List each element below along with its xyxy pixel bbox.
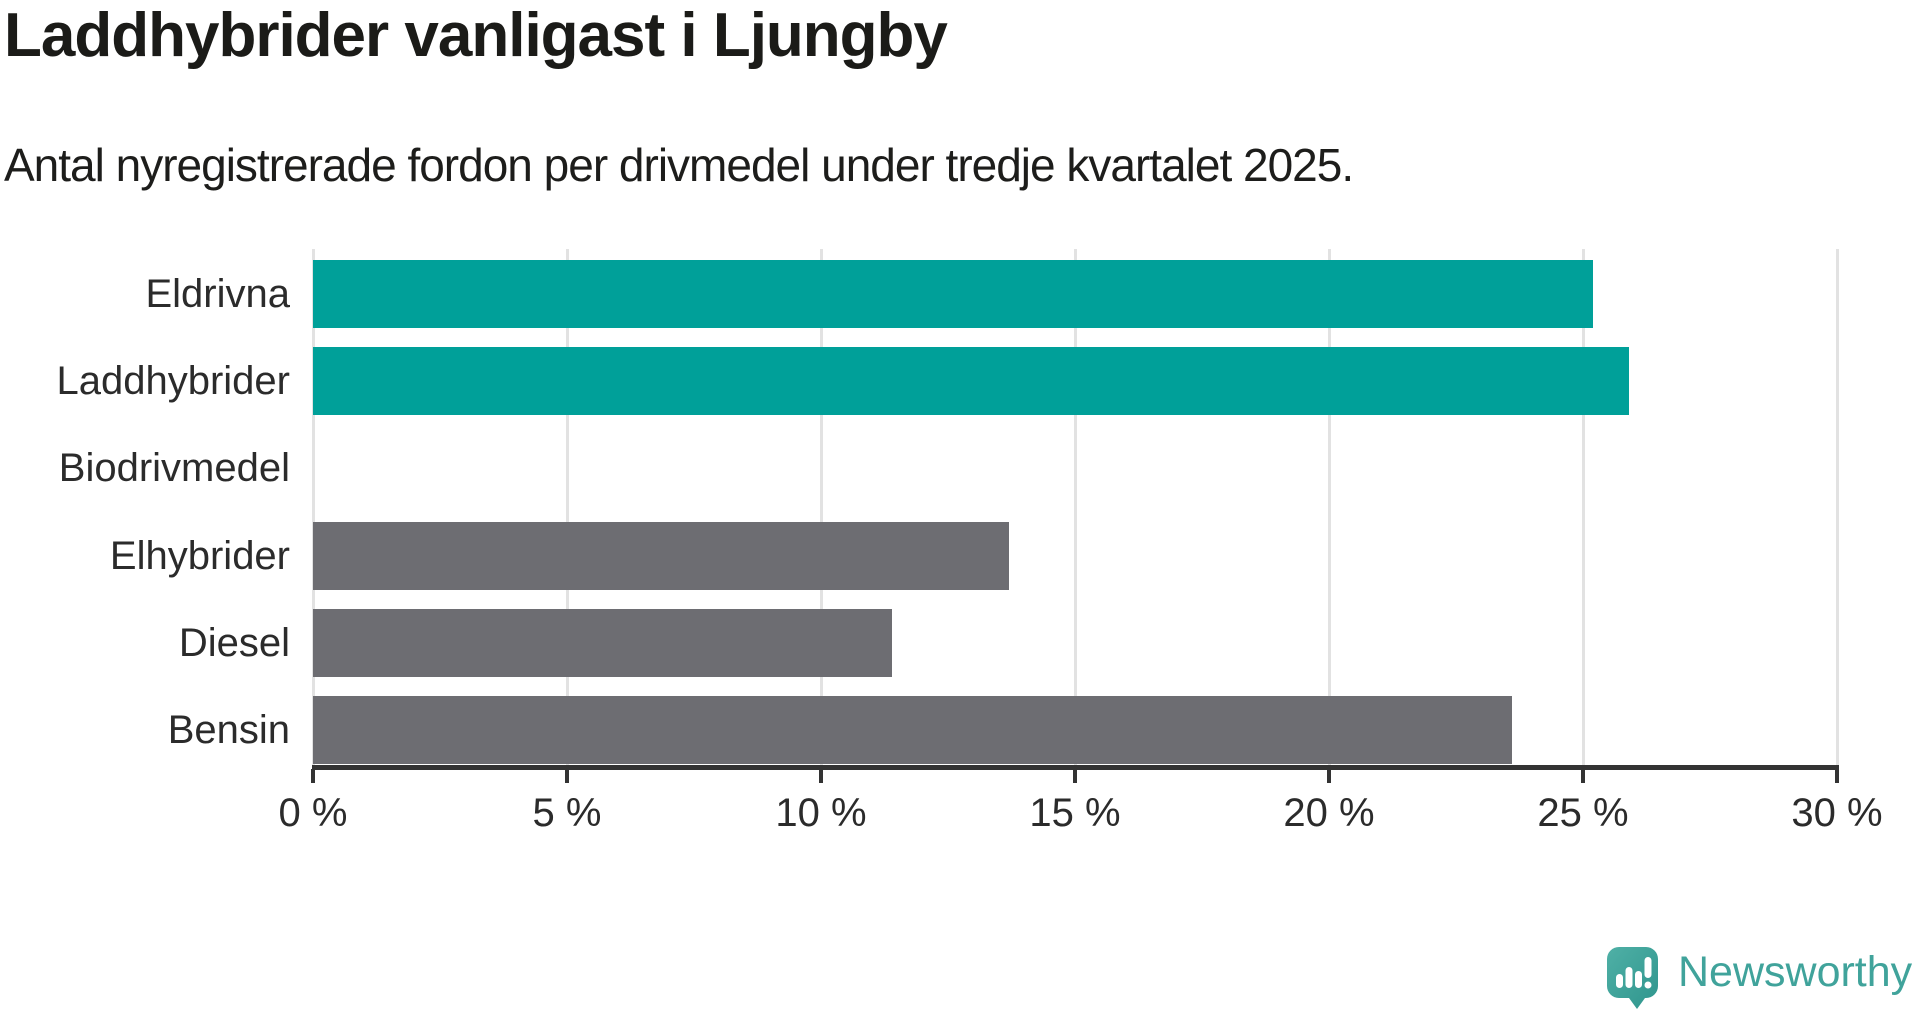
- x-axis-tick-30: [1835, 769, 1839, 783]
- branding: Newsworthy: [1607, 947, 1912, 1010]
- x-axis-tick-label-10: 10 %: [775, 791, 867, 835]
- brand-name: Newsworthy: [1678, 948, 1913, 996]
- x-axis-tick-label-20: 20 %: [1283, 791, 1375, 835]
- x-axis-tick-5: [565, 769, 569, 783]
- newsworthy-logo-icon: [1607, 947, 1658, 1009]
- x-axis: 0 % 5 % 10 % 15 % 20 % 25 % 30 %: [279, 765, 1883, 845]
- x-axis-tick-25: [1581, 769, 1585, 783]
- category-label-eldrivna: Eldrivna: [145, 272, 290, 316]
- bar-elhybrider: [313, 521, 1009, 590]
- gridline-5: [566, 249, 569, 765]
- category-label-bensin: Bensin: [167, 708, 290, 752]
- x-axis-tick-label-30: 30 %: [1791, 791, 1883, 835]
- x-axis-tick-10: [819, 769, 823, 783]
- x-axis-tick-20: [1327, 769, 1331, 783]
- x-axis-tick-label-15: 15 %: [1029, 791, 1121, 835]
- x-axis-tick-15: [1073, 769, 1077, 783]
- gridline-10: [820, 249, 823, 765]
- x-axis-tick-label-25: 25 %: [1537, 791, 1629, 835]
- gridline-0: [312, 249, 315, 765]
- gridline-15: [1074, 249, 1077, 765]
- plot-area: [312, 249, 1839, 765]
- bar-laddhybrider: [313, 347, 1629, 416]
- x-axis-line: [312, 765, 1839, 770]
- x-axis-tick-label-5: 5 %: [532, 791, 602, 835]
- chart-title: Laddhybrider vanligast i Ljungby: [4, 1, 948, 70]
- chart-subtitle: Antal nyregistrerade fordon per drivmede…: [4, 139, 1354, 191]
- x-axis-tick-0: [311, 769, 315, 783]
- gridline-20: [1328, 249, 1331, 765]
- gridline-30: [1836, 249, 1839, 765]
- y-axis-category-labels: Eldrivna Laddhybrider Biodrivmedel Elhybrid…: [0, 249, 291, 765]
- category-label-laddhybrider: Laddhybrider: [56, 359, 291, 404]
- category-label-elhybrider: Elhybrider: [109, 533, 290, 578]
- bar-eldrivna: [313, 260, 1594, 328]
- bar-diesel: [313, 608, 893, 677]
- gridline-25: [1582, 249, 1585, 765]
- category-label-biodrivmedel: Biodrivmedel: [58, 446, 290, 491]
- x-axis-tick-label-0: 0 %: [278, 791, 348, 835]
- category-label-diesel: Diesel: [178, 620, 290, 665]
- bar-bensin: [313, 696, 1512, 764]
